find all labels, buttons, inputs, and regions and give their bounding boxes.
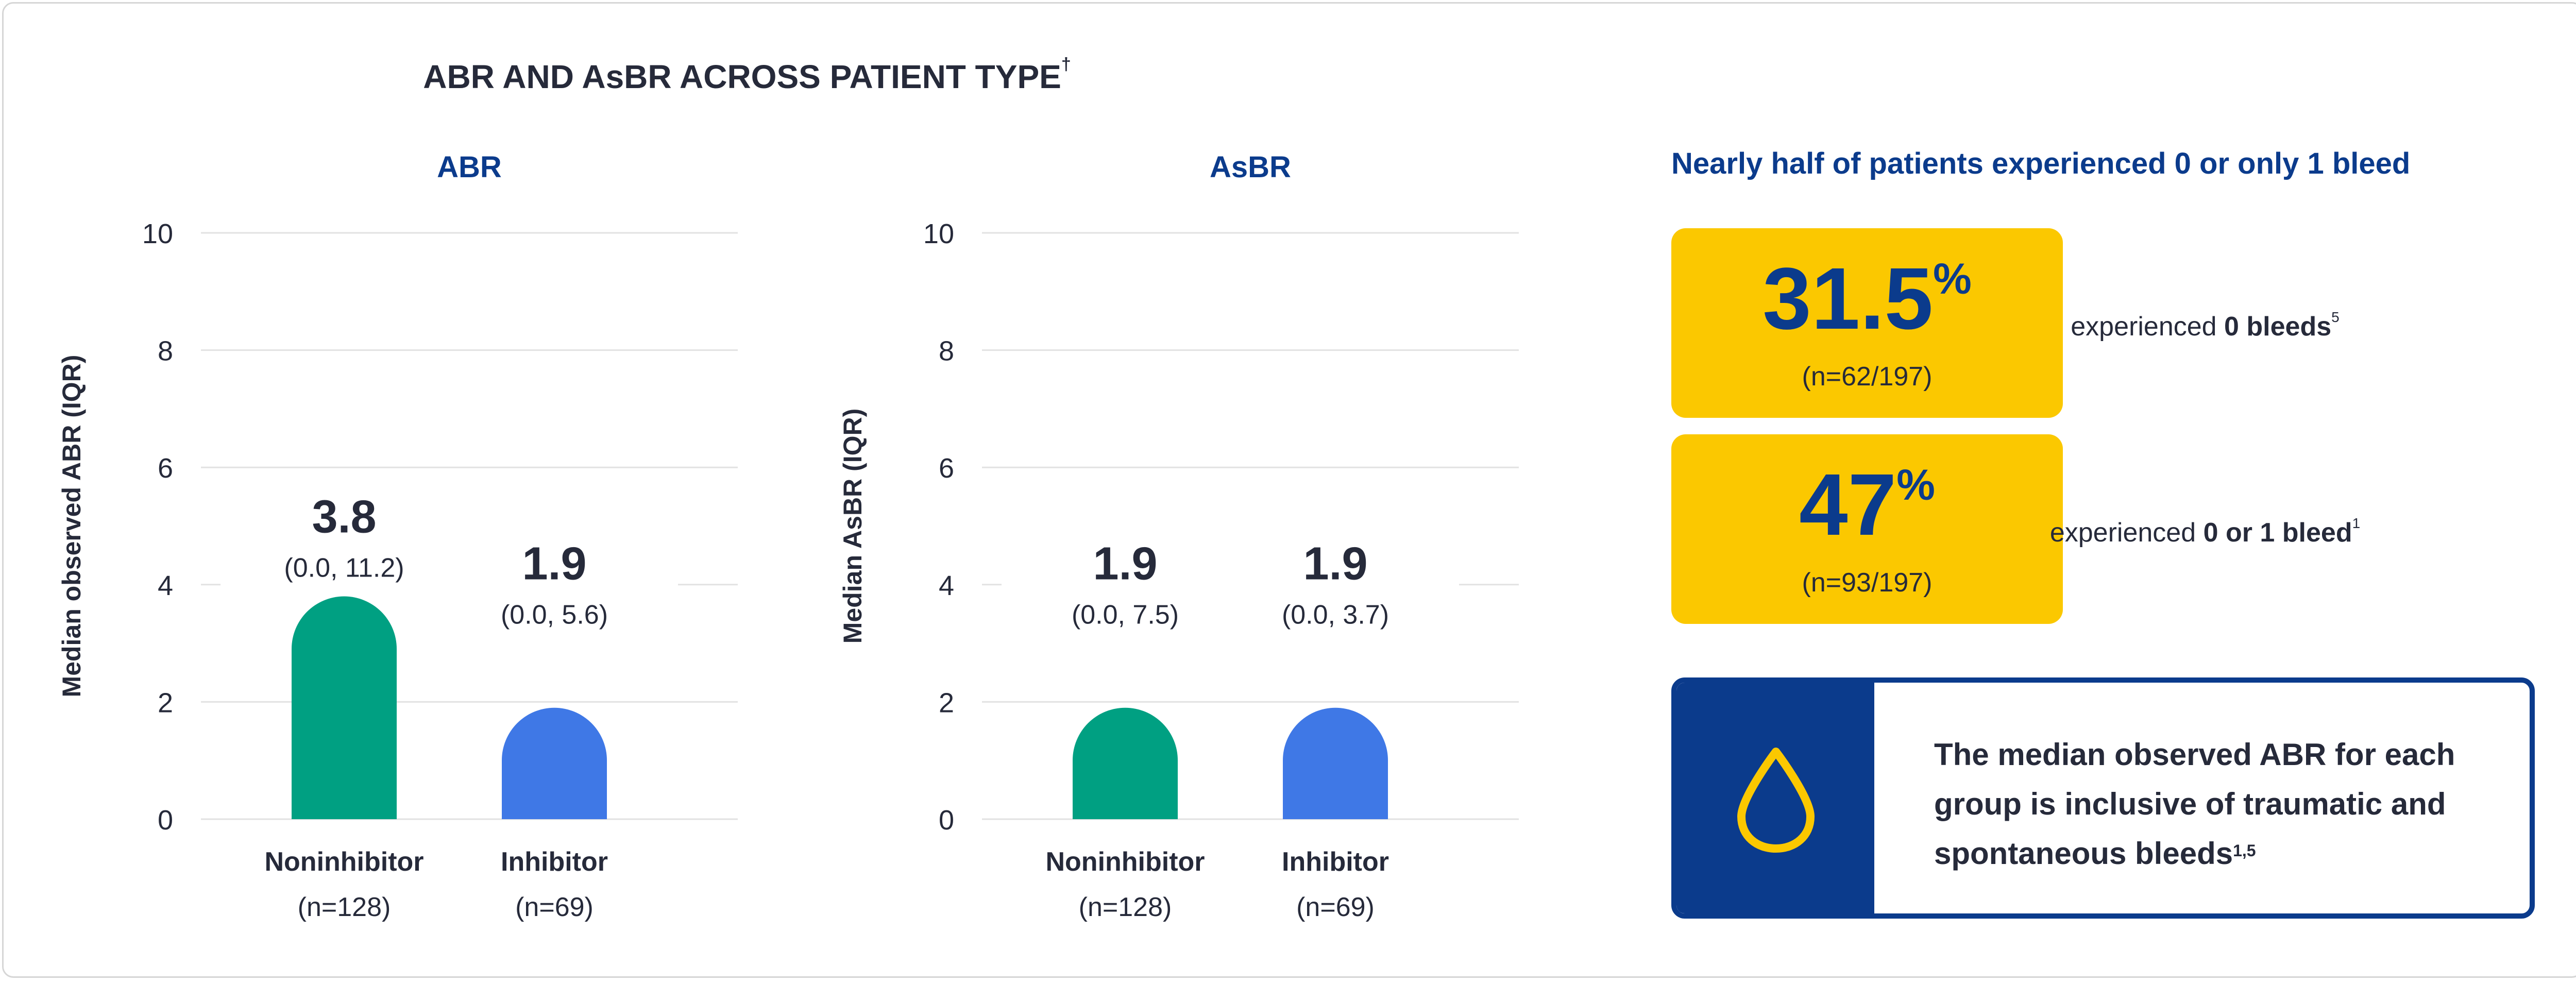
y-tick-label: 6 — [158, 453, 173, 484]
bar-inhibitor — [1283, 707, 1388, 819]
stat-desc-prefix: experienced — [2071, 312, 2225, 342]
summary-header: Nearly half of patients experienced 0 or… — [1671, 147, 2411, 180]
asbr-chart: AsBR 0 2 4 6 8 10 Median AsBR (IQR) 1.9 (0.0, 7.5… — [838, 150, 1519, 922]
y-tick-label: 8 — [158, 336, 173, 367]
stat-sample: (n=93/197) — [1802, 568, 1933, 598]
label-background — [1212, 530, 1459, 633]
abr-chart: ABR 0 2 4 6 8 10 Median observed ABR (IQR) 3.8 (0… — [57, 150, 738, 922]
stat-value: 47% — [1671, 461, 2063, 549]
y-tick-label: 0 — [939, 805, 954, 836]
stat-unit: % — [1896, 461, 1935, 509]
bar-inhibitor — [502, 707, 607, 819]
chart-title: AsBR — [1210, 150, 1291, 184]
bar-value-label: 1.9 — [522, 538, 586, 590]
bar-iqr-label: (0.0, 5.6) — [501, 600, 608, 630]
bar-value-label: 1.9 — [1303, 538, 1367, 590]
stat-box-zero-or-one-bleed: 47% (n=93/197) — [1671, 434, 2063, 624]
bar-iqr-label: (0.0, 7.5) — [1072, 600, 1179, 630]
y-tick-label: 6 — [939, 453, 954, 484]
bar-noninhibitor — [1073, 707, 1178, 819]
title-footnote-mark: † — [1061, 55, 1071, 74]
y-tick-label: 4 — [158, 570, 173, 601]
chart-title: ABR — [437, 150, 502, 184]
bar-value-label: 1.9 — [1093, 538, 1157, 590]
drop-icon — [1737, 748, 1815, 853]
label-background — [1002, 530, 1249, 633]
y-tick-label: 10 — [142, 218, 173, 249]
x-category-n-label: (n=69) — [515, 892, 594, 922]
y-tick-label: 2 — [939, 687, 954, 718]
label-background — [431, 530, 678, 633]
x-category-label: Inhibitor — [501, 847, 608, 877]
x-category-label: Inhibitor — [1282, 847, 1389, 877]
bar-noninhibitor — [292, 596, 397, 819]
y-tick-label: 10 — [923, 218, 954, 249]
x-category-label: Noninhibitor — [1045, 847, 1205, 877]
x-category-n-label: (n=128) — [1079, 892, 1172, 922]
bar-iqr-label: (0.0, 3.7) — [1282, 600, 1389, 630]
stat-desc-ref: 5 — [2331, 309, 2340, 325]
x-category-label: Noninhibitor — [264, 847, 423, 877]
y-tick-label: 8 — [939, 336, 954, 367]
y-tick-label: 4 — [939, 570, 954, 601]
bar-value-label: 3.8 — [312, 492, 376, 543]
y-axis-label: Median AsBR (IQR) — [838, 409, 867, 644]
x-category-n-label: (n=128) — [298, 892, 391, 922]
y-axis-label: Median observed ABR (IQR) — [57, 355, 86, 698]
stat-desc-prefix: experienced — [2049, 518, 2204, 548]
callout-icon-panel — [1676, 683, 1874, 913]
stat-desc-emphasis: 0 or 1 bleed — [2203, 518, 2352, 548]
label-background — [221, 483, 468, 586]
stat-unit: % — [1933, 255, 1972, 303]
stat-sample: (n=62/197) — [1802, 362, 1933, 392]
callout-body: The median observed ABR for each group i… — [1934, 737, 2455, 871]
stat-value: 31.5% — [1671, 255, 2063, 343]
bar-iqr-label: (0.0, 11.2) — [284, 553, 404, 583]
stat-number: 31.5 — [1762, 250, 1934, 348]
stat-description-zero-bleeds: experienced 0 bleeds5 — [1947, 309, 2463, 342]
stat-desc-ref: 1 — [2352, 515, 2361, 531]
y-tick-label: 2 — [158, 687, 173, 718]
callout-ref: 1,5 — [2233, 841, 2256, 860]
title-text: ABR AND AsBR ACROSS PATIENT TYPE — [423, 58, 1061, 95]
stat-desc-emphasis: 0 bleeds — [2224, 312, 2332, 342]
stat-number: 47 — [1799, 456, 1897, 554]
x-category-n-label: (n=69) — [1296, 892, 1375, 922]
page-title: ABR AND AsBR ACROSS PATIENT TYPE† — [0, 55, 1494, 96]
stat-description-zero-or-one-bleed: experienced 0 or 1 bleed1 — [1947, 515, 2463, 548]
stat-box-zero-bleeds: 31.5% (n=62/197) — [1671, 228, 2063, 418]
callout-text: The median observed ABR for each group i… — [1934, 730, 2501, 878]
callout-box: The median observed ABR for each group i… — [1671, 677, 2535, 919]
y-tick-label: 0 — [158, 805, 173, 836]
